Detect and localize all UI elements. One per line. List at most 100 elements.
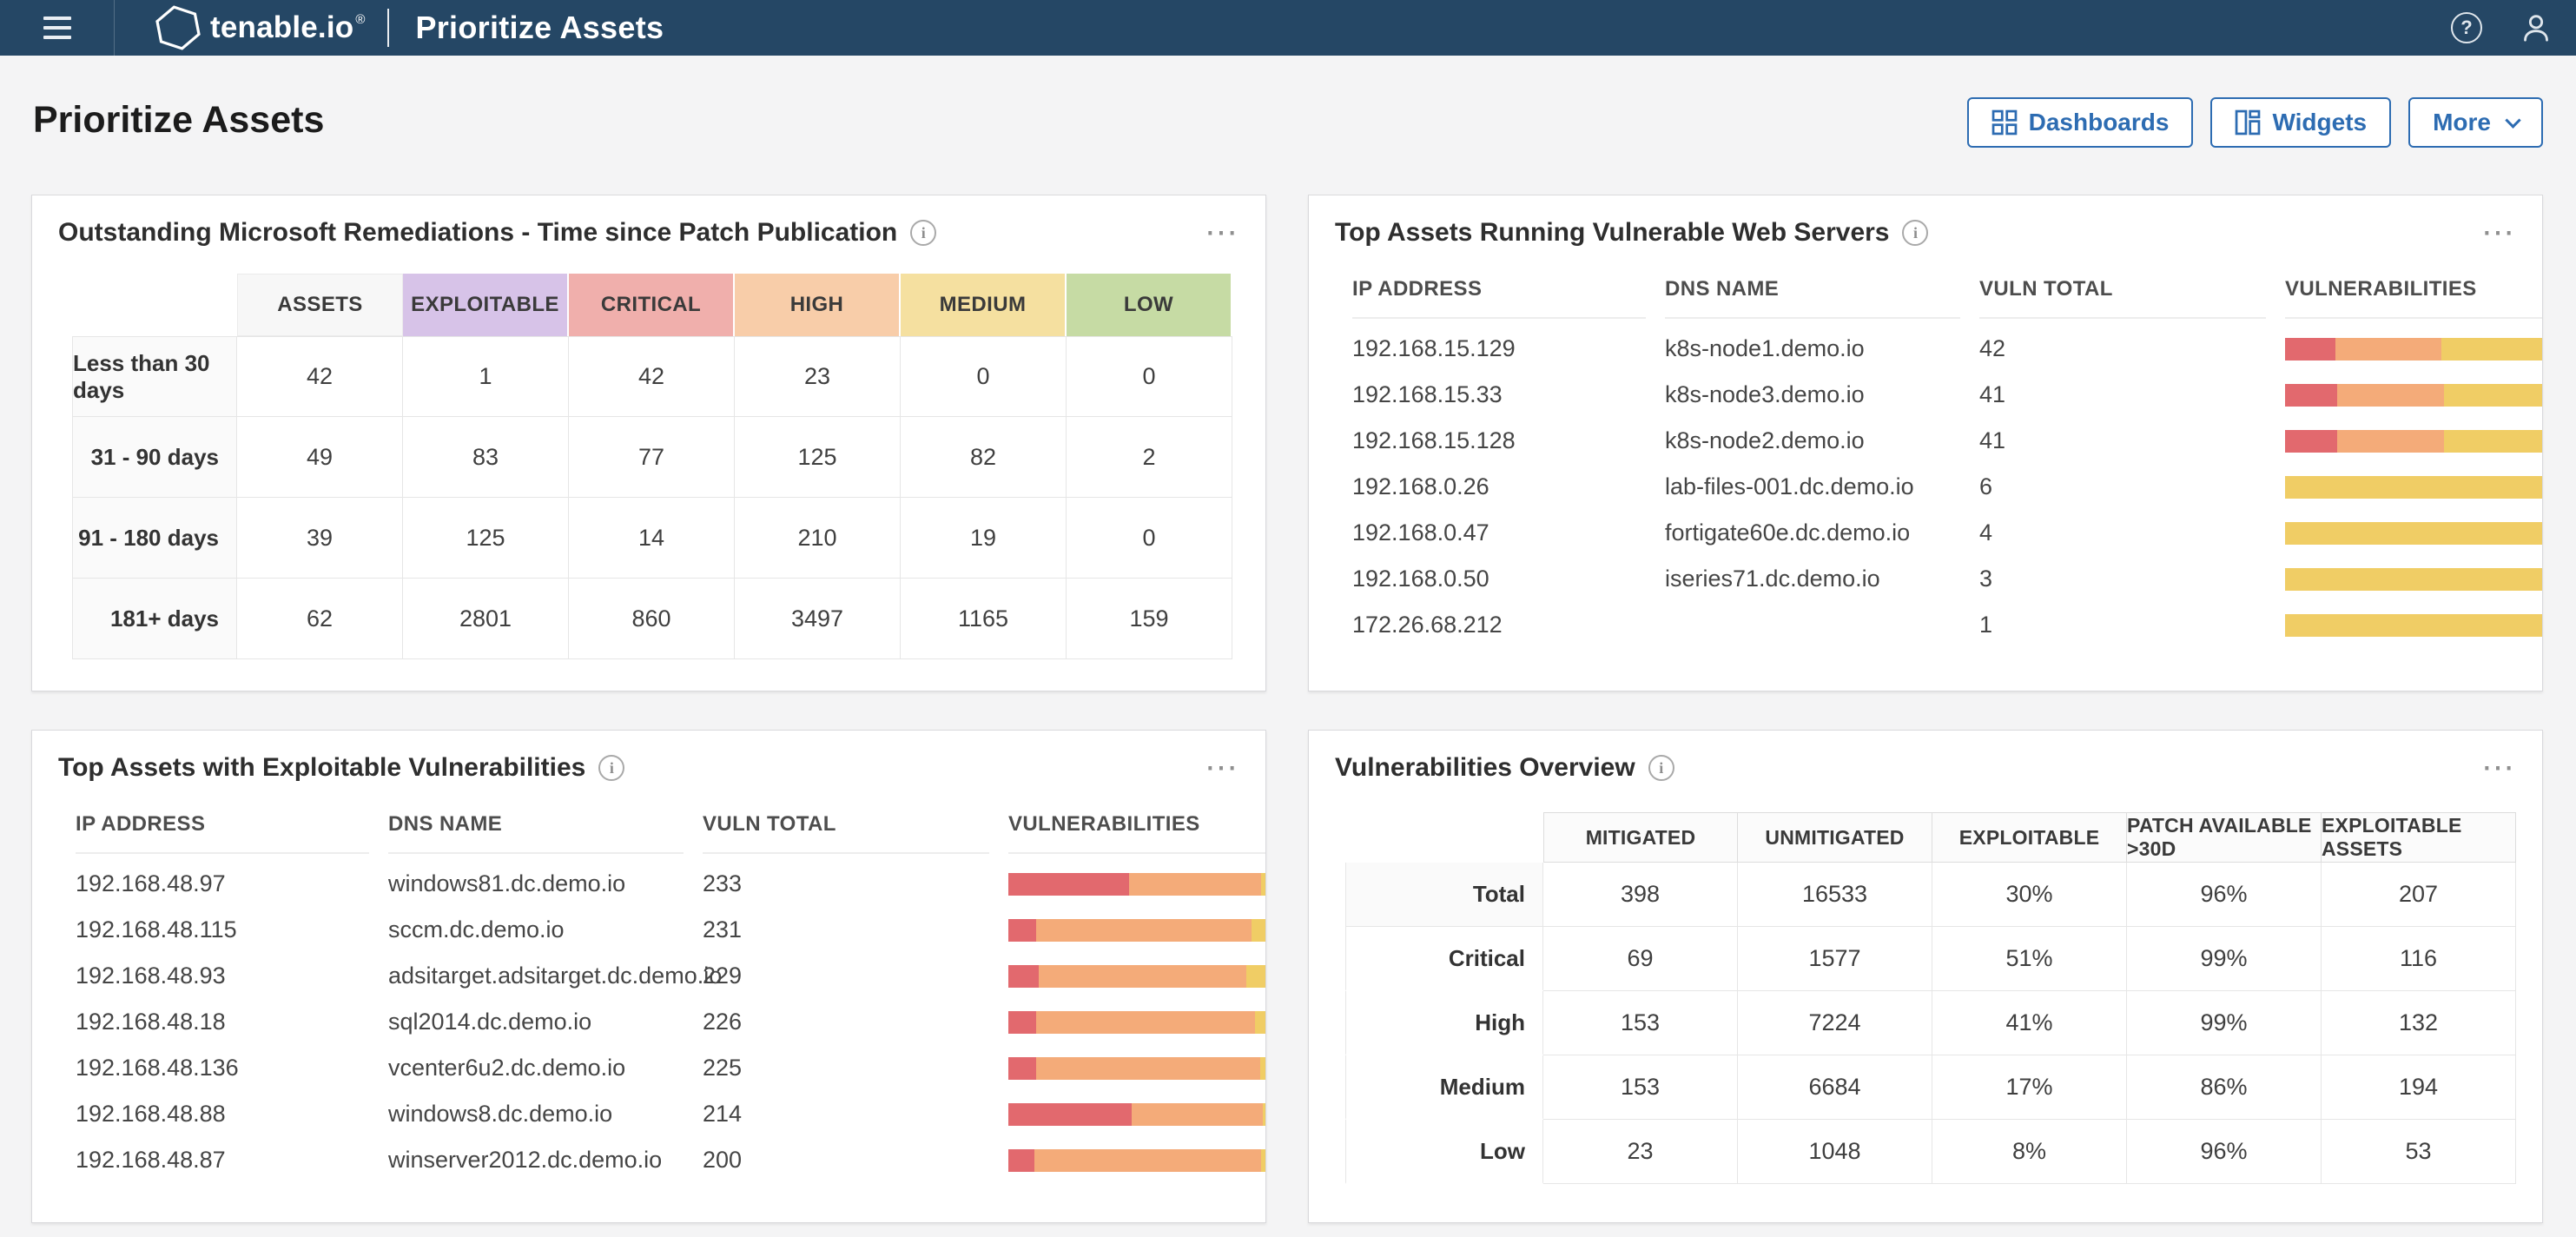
matrix-cell[interactable]: 69 <box>1543 927 1738 991</box>
matrix-cell[interactable]: 860 <box>569 579 735 659</box>
matrix-cell[interactable]: 210 <box>735 498 901 579</box>
matrix-cell[interactable]: 2801 <box>403 579 569 659</box>
table-row[interactable]: 192.168.48.136 vcenter6u2.dc.demo.io 225 <box>76 1045 1265 1091</box>
table-row[interactable]: 192.168.0.47 fortigate60e.dc.demo.io 4 <box>1352 510 2542 556</box>
matrix-cell[interactable]: 398 <box>1543 863 1738 927</box>
table-row[interactable]: 192.168.48.93 adsitarget.adsitarget.dc.d… <box>76 953 1265 999</box>
matrix-cell[interactable]: 99% <box>2127 927 2322 991</box>
matrix-cell[interactable]: 3497 <box>735 579 901 659</box>
column-header-ip: IP ADDRESS <box>76 812 369 854</box>
table-row[interactable]: 192.168.48.18 sql2014.dc.demo.io 226 <box>76 999 1265 1045</box>
matrix-cell[interactable]: 14 <box>569 498 735 579</box>
matrix-cell[interactable]: 49 <box>237 417 403 498</box>
topbar-page-title: Prioritize Assets <box>415 10 664 45</box>
table-row[interactable]: 192.168.48.88 windows8.dc.demo.io 214 <box>76 1091 1265 1137</box>
hamburger-menu-icon[interactable] <box>0 0 115 56</box>
matrix-cell[interactable]: 82 <box>901 417 1067 498</box>
matrix-cell[interactable]: 99% <box>2127 991 2322 1055</box>
table-row[interactable]: 192.168.0.50 iseries71.dc.demo.io 3 <box>1352 556 2542 602</box>
matrix-cell[interactable]: 62 <box>237 579 403 659</box>
matrix-cell[interactable]: 1165 <box>901 579 1067 659</box>
info-icon[interactable]: i <box>598 755 625 781</box>
matrix-cell[interactable]: 153 <box>1543 1055 1738 1120</box>
info-icon[interactable]: i <box>1648 755 1674 781</box>
matrix-cell[interactable]: 16533 <box>1738 863 1932 927</box>
row-label: Less than 30 days <box>72 336 237 417</box>
matrix-cell[interactable]: 0 <box>1067 336 1232 417</box>
matrix-cell[interactable]: 159 <box>1067 579 1232 659</box>
widget-options-icon[interactable]: ⋯ <box>1205 215 1239 251</box>
matrix-cell[interactable]: 23 <box>735 336 901 417</box>
table-row[interactable]: 192.168.15.128 k8s-node2.demo.io 41 <box>1352 418 2542 464</box>
matrix-cell[interactable]: 86% <box>2127 1055 2322 1120</box>
severity-bar <box>1008 872 1265 896</box>
column-header-vulnerabilities: VULNERABILITIES <box>2285 277 2542 319</box>
table-row[interactable]: 172.26.68.212 1 <box>1352 602 2542 648</box>
matrix-cell[interactable]: 2 <box>1067 417 1232 498</box>
matrix-cell[interactable]: 39 <box>237 498 403 579</box>
widget-vulnerabilities-overview: Vulnerabilities Overview i ⋯ MITIGATED U… <box>1308 730 2543 1223</box>
dashboards-grid-icon <box>1991 109 2017 136</box>
matrix-cell[interactable]: 51% <box>1932 927 2127 991</box>
matrix-cell[interactable]: 153 <box>1543 991 1738 1055</box>
widget-options-icon[interactable]: ⋯ <box>1205 750 1239 786</box>
vuln-total: 1 <box>1979 612 1993 638</box>
matrix-cell[interactable]: 116 <box>2322 927 2516 991</box>
matrix-cell[interactable]: 0 <box>901 336 1067 417</box>
column-header-unmitigated: UNMITIGATED <box>1738 812 1932 863</box>
widgets-button[interactable]: Widgets <box>2210 97 2392 148</box>
matrix-cell[interactable]: 1048 <box>1738 1120 1932 1184</box>
dns-name: lab-files-001.dc.demo.io <box>1665 473 1914 499</box>
matrix-cell[interactable]: 42 <box>569 336 735 417</box>
matrix-cell[interactable]: 19 <box>901 498 1067 579</box>
matrix-cell[interactable]: 96% <box>2127 863 2322 927</box>
widget-options-icon[interactable]: ⋯ <box>2481 750 2516 786</box>
matrix-cell[interactable]: 42 <box>237 336 403 417</box>
table-row[interactable]: 192.168.0.26 lab-files-001.dc.demo.io 6 <box>1352 464 2542 510</box>
matrix-cell[interactable]: 23 <box>1543 1120 1738 1184</box>
matrix-cell[interactable]: 83 <box>403 417 569 498</box>
help-icon[interactable]: ? <box>2451 12 2482 43</box>
vuln-total: 42 <box>1979 335 2006 361</box>
info-icon[interactable]: i <box>1902 220 1929 246</box>
column-header-high: HIGH <box>735 274 901 336</box>
info-icon[interactable]: i <box>910 220 937 246</box>
widget-options-icon[interactable]: ⋯ <box>2481 215 2516 251</box>
matrix-cell[interactable]: 1577 <box>1738 927 1932 991</box>
more-button[interactable]: More <box>2408 97 2543 148</box>
matrix-cell[interactable]: 7224 <box>1738 991 1932 1055</box>
matrix-cell[interactable]: 125 <box>735 417 901 498</box>
column-header-vuln-total: VULN TOTAL <box>703 812 989 854</box>
matrix-cell[interactable]: 132 <box>2322 991 2516 1055</box>
matrix-cell[interactable]: 30% <box>1932 863 2127 927</box>
widget-exploitable-vulnerabilities: Top Assets with Exploitable Vulnerabilit… <box>31 730 1266 1223</box>
matrix-cell[interactable]: 77 <box>569 417 735 498</box>
widget-vulnerable-web-servers: Top Assets Running Vulnerable Web Server… <box>1308 195 2543 691</box>
matrix-cell[interactable]: 41% <box>1932 991 2127 1055</box>
severity-bar <box>2285 475 2542 499</box>
dashboards-button[interactable]: Dashboards <box>1966 97 2194 148</box>
table-row[interactable]: 192.168.48.87 winserver2012.dc.demo.io 2… <box>76 1137 1265 1183</box>
page-actions: Dashboards Widgets More <box>1966 97 2543 148</box>
matrix-cell[interactable]: 194 <box>2322 1055 2516 1120</box>
vuln-total: 4 <box>1979 519 1993 546</box>
matrix-cell[interactable]: 53 <box>2322 1120 2516 1184</box>
matrix-cell[interactable]: 8% <box>1932 1120 2127 1184</box>
matrix-cell[interactable]: 207 <box>2322 863 2516 927</box>
table-row[interactable]: 192.168.15.33 k8s-node3.demo.io 41 <box>1352 372 2542 418</box>
matrix-cell[interactable]: 1 <box>403 336 569 417</box>
table-row[interactable]: 192.168.15.129 k8s-node1.demo.io 42 <box>1352 326 2542 372</box>
matrix-cell[interactable]: 125 <box>403 498 569 579</box>
matrix-cell[interactable]: 17% <box>1932 1055 2127 1120</box>
ip-address: 192.168.48.97 <box>76 870 226 896</box>
dns-name: k8s-node3.demo.io <box>1665 381 1865 407</box>
matrix-cell[interactable]: 6684 <box>1738 1055 1932 1120</box>
dns-name: iseries71.dc.demo.io <box>1665 566 1880 592</box>
table-row[interactable]: 192.168.48.115 sccm.dc.demo.io 231 <box>76 907 1265 953</box>
ip-address: 192.168.15.33 <box>1352 381 1503 407</box>
table-row[interactable]: 192.168.48.97 windows81.dc.demo.io 233 <box>76 861 1265 907</box>
matrix-corner-cell <box>72 274 237 336</box>
user-profile-icon[interactable] <box>2519 10 2553 45</box>
matrix-cell[interactable]: 96% <box>2127 1120 2322 1184</box>
matrix-cell[interactable]: 0 <box>1067 498 1232 579</box>
